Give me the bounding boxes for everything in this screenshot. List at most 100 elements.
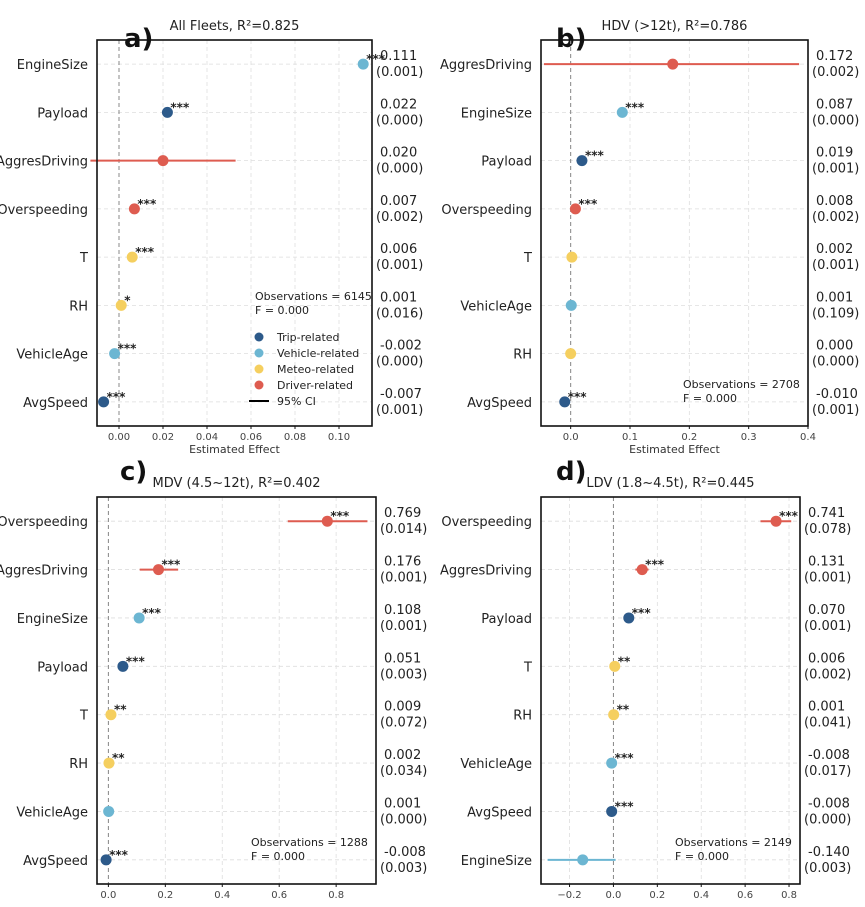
- p-value: (0.017): [804, 764, 851, 779]
- legend-label: 95% CI: [277, 395, 316, 408]
- f-statistic-note: F = 0.000: [251, 850, 305, 863]
- p-value: (0.002): [376, 210, 423, 225]
- p-value: (0.109): [812, 306, 859, 321]
- coefficient-value: -0.010: [816, 387, 858, 402]
- p-value: (0.000): [376, 113, 423, 128]
- x-tick-label: 0.4: [800, 432, 816, 443]
- significance-stars: ***: [126, 654, 146, 668]
- legend-label: Meteo-related: [277, 363, 354, 376]
- coefficient-value: 0.006: [380, 242, 417, 257]
- panel-title: HDV (>12t), R²=0.786: [602, 19, 748, 34]
- significance-stars: ***: [161, 558, 181, 572]
- estimate-point: [576, 155, 588, 167]
- x-tick-label: 0.3: [741, 432, 757, 443]
- legend-marker: [254, 364, 264, 374]
- panel-title: LDV (1.8~4.5t), R²=0.445: [586, 476, 754, 491]
- panel-tag: c): [120, 457, 147, 487]
- significance-stars: **: [112, 751, 125, 765]
- legend-label: Vehicle-related: [277, 347, 359, 360]
- coefficient-value: -0.008: [808, 796, 850, 811]
- legend: Trip-related Vehicle-related Meteo-related…: [249, 331, 359, 408]
- panel-1: a) All Fleets, R²=0.825 *** EngineSize 0.111…: [0, 19, 423, 456]
- x-tick-label: 0.00: [108, 432, 130, 443]
- p-value: (0.000): [380, 812, 427, 827]
- observations-note: Observations = 6145: [255, 290, 372, 303]
- observations-note: Observations = 2708: [683, 378, 800, 391]
- legend-marker: [254, 332, 264, 342]
- significance-stars: ***: [142, 606, 162, 620]
- coefficient-value: -0.007: [380, 387, 422, 402]
- p-value: (0.002): [804, 667, 851, 682]
- panel-tag: a): [124, 24, 153, 54]
- x-tick-label: 0.8: [328, 890, 344, 901]
- significance-stars: ***: [109, 848, 129, 862]
- estimate-point: [103, 805, 115, 817]
- p-value: (0.003): [380, 861, 427, 876]
- coefficient-value: 0.001: [380, 290, 417, 305]
- significance-stars: ***: [615, 799, 635, 813]
- variable-label: EngineSize: [461, 106, 532, 121]
- coefficient-value: 0.087: [816, 97, 853, 112]
- coefficient-value: -0.002: [380, 339, 422, 354]
- x-tick-label: 0.10: [328, 432, 350, 443]
- variable-label: T: [523, 251, 532, 266]
- coefficient-value: -0.008: [384, 845, 426, 860]
- x-tick-label: 0.04: [196, 432, 218, 443]
- legend-marker: [254, 380, 264, 390]
- variable-label: Overspeeding: [0, 203, 88, 218]
- estimate-point: [667, 58, 679, 70]
- estimate-point: [606, 757, 618, 769]
- coefficient-value: 0.172: [816, 49, 853, 64]
- significance-stars: ***: [170, 100, 190, 114]
- panel-title: MDV (4.5~12t), R²=0.402: [153, 476, 321, 491]
- x-tick-label: 0.0: [605, 890, 621, 901]
- variable-label: Overspeeding: [441, 515, 532, 530]
- estimate-point: [109, 348, 121, 360]
- panel-frame: [540, 39, 809, 427]
- coefficient-value: 0.051: [384, 651, 421, 666]
- p-value: (0.072): [380, 716, 427, 731]
- estimate-point: [608, 709, 620, 721]
- x-tick-label: 0.6: [737, 890, 753, 901]
- x-tick-label: 0.1: [622, 432, 638, 443]
- estimate-point: [565, 348, 577, 360]
- x-tick-label: 0.2: [157, 890, 173, 901]
- coefficient-value: 0.001: [808, 700, 845, 715]
- significance-stars: ***: [118, 342, 138, 356]
- significance-stars: ***: [107, 390, 127, 404]
- variable-label: AggresDriving: [0, 155, 88, 170]
- coefficient-value: 0.769: [384, 506, 421, 521]
- f-statistic-note: F = 0.000: [683, 392, 737, 405]
- estimate-point: [133, 612, 145, 624]
- variable-label: Payload: [37, 106, 88, 121]
- coefficient-value: 0.009: [384, 700, 421, 715]
- coefficient-value: 0.000: [816, 339, 853, 354]
- variable-label: VehicleAge: [16, 348, 88, 363]
- variable-label: Payload: [481, 612, 532, 627]
- panel-frame: [96, 39, 373, 427]
- p-value: (0.003): [380, 667, 427, 682]
- coefficient-value: 0.008: [816, 194, 853, 209]
- x-tick-label: 0.06: [240, 432, 262, 443]
- x-tick-label: −0.2: [557, 890, 581, 901]
- significance-stars: **: [618, 654, 631, 668]
- p-value: (0.001): [804, 571, 851, 586]
- estimate-point: [126, 251, 138, 263]
- f-statistic-note: F = 0.000: [255, 304, 309, 317]
- variable-label: EngineSize: [17, 612, 88, 627]
- variable-label: AvgSpeed: [467, 805, 532, 820]
- estimate-point: [117, 660, 129, 672]
- variable-label: AggresDriving: [440, 58, 532, 73]
- coefficient-value: 0.001: [816, 290, 853, 305]
- p-value: (0.001): [376, 258, 423, 273]
- estimate-point: [115, 299, 127, 311]
- variable-label: AvgSpeed: [23, 396, 88, 411]
- variable-label: T: [79, 251, 88, 266]
- significance-stars: ***: [632, 606, 652, 620]
- p-value: (0.041): [804, 716, 851, 731]
- x-tick-label: 0.4: [693, 890, 709, 901]
- p-value: (0.016): [376, 306, 423, 321]
- estimate-point: [577, 854, 589, 866]
